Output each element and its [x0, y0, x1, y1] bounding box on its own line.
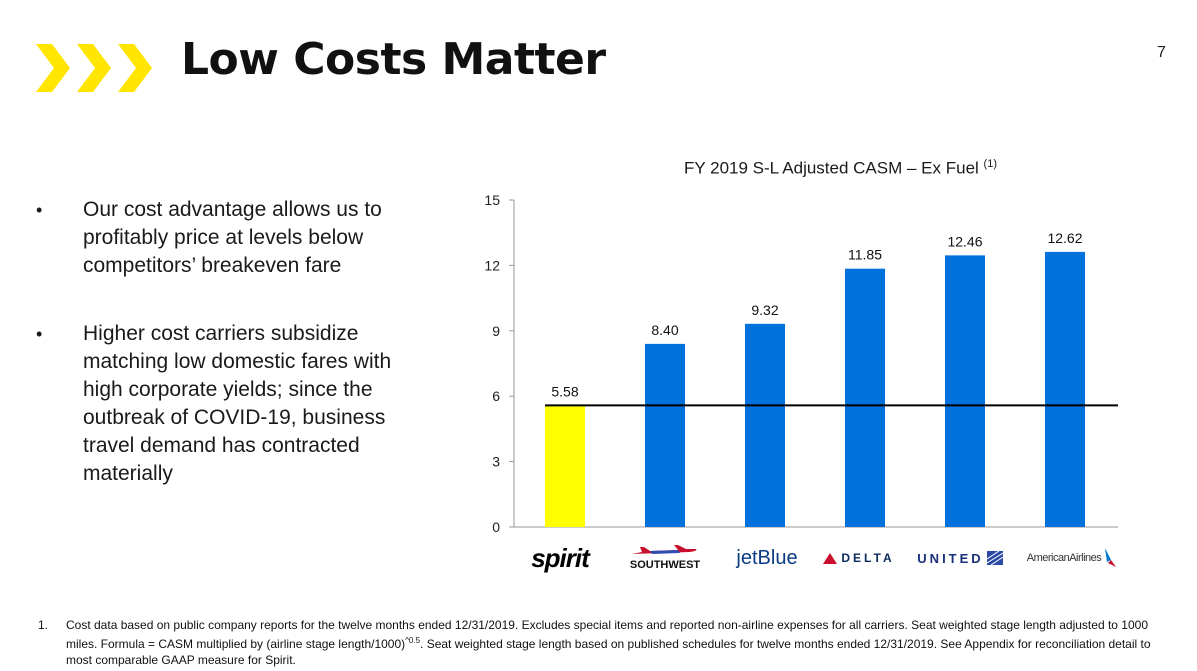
- bar-jetblue: [745, 323, 785, 527]
- y-tick-label: 9: [492, 323, 500, 339]
- footnote-number: 1.: [38, 618, 49, 632]
- bullet-item: • Higher cost carriers subsidize matchin…: [36, 320, 436, 488]
- data-label: 12.62: [1047, 230, 1082, 246]
- data-label: 9.32: [751, 302, 778, 318]
- bullet-text: Our cost advantage allows us to profitab…: [83, 198, 382, 277]
- spirit-logo: spirit: [531, 542, 590, 573]
- y-tick-label: 3: [492, 454, 500, 470]
- y-tick-label: 6: [492, 388, 500, 404]
- airplane-icon: [632, 545, 697, 554]
- chevron-arrows-icon: [36, 44, 152, 92]
- data-label: 8.40: [651, 322, 678, 338]
- footnote-text: Cost data based on public company report…: [66, 618, 1151, 667]
- bar-southwest: [645, 343, 685, 527]
- chart-title-text: FY 2019 S-L Adjusted CASM – Ex Fuel: [683, 158, 979, 178]
- data-label: 5.58: [551, 383, 578, 399]
- data-label: 12.46: [947, 233, 982, 249]
- american-flight-symbol-icon: [1105, 548, 1117, 567]
- delta-logo: DELTA: [809, 540, 909, 576]
- chart-title: FY 2019 S-L Adjusted CASM – Ex Fuel (1): [0, 158, 1197, 179]
- page-number: 7: [1157, 44, 1166, 61]
- delta-widget-icon: [823, 552, 838, 564]
- bar-delta: [845, 268, 885, 527]
- airline-logos: spirit SOUTHWEST jetBlue DELTA UNITED Am…: [0, 540, 1197, 580]
- footnote: 1. Cost data based on public company rep…: [38, 617, 1168, 668]
- bullet-icon: •: [36, 324, 43, 344]
- bar-united: [945, 255, 985, 527]
- united-globe-icon: [986, 551, 1003, 565]
- bullet-list: • Our cost advantage allows us to profit…: [36, 196, 436, 528]
- page-title: Low Costs Matter: [181, 34, 606, 85]
- american-airlines-logo: AmericanAirlines: [1022, 540, 1122, 576]
- y-tick-label: 12: [484, 257, 500, 273]
- data-label: 11.85: [848, 247, 882, 263]
- southwest-logo: SOUTHWEST: [615, 540, 715, 576]
- bullet-icon: •: [36, 200, 43, 220]
- jetblue-logo: jetBlue: [736, 546, 798, 569]
- bar-spirit: [545, 405, 585, 527]
- bullet-text: Higher cost carriers subsidize matching …: [83, 322, 392, 485]
- y-tick-label: 0: [492, 519, 500, 535]
- bullet-item: • Our cost advantage allows us to profit…: [36, 196, 436, 280]
- united-logo: UNITED: [910, 540, 1010, 576]
- bar-american-airlines: [1045, 251, 1085, 527]
- chart-title-footnote: (1): [983, 158, 997, 170]
- y-tick-label: 15: [484, 192, 500, 208]
